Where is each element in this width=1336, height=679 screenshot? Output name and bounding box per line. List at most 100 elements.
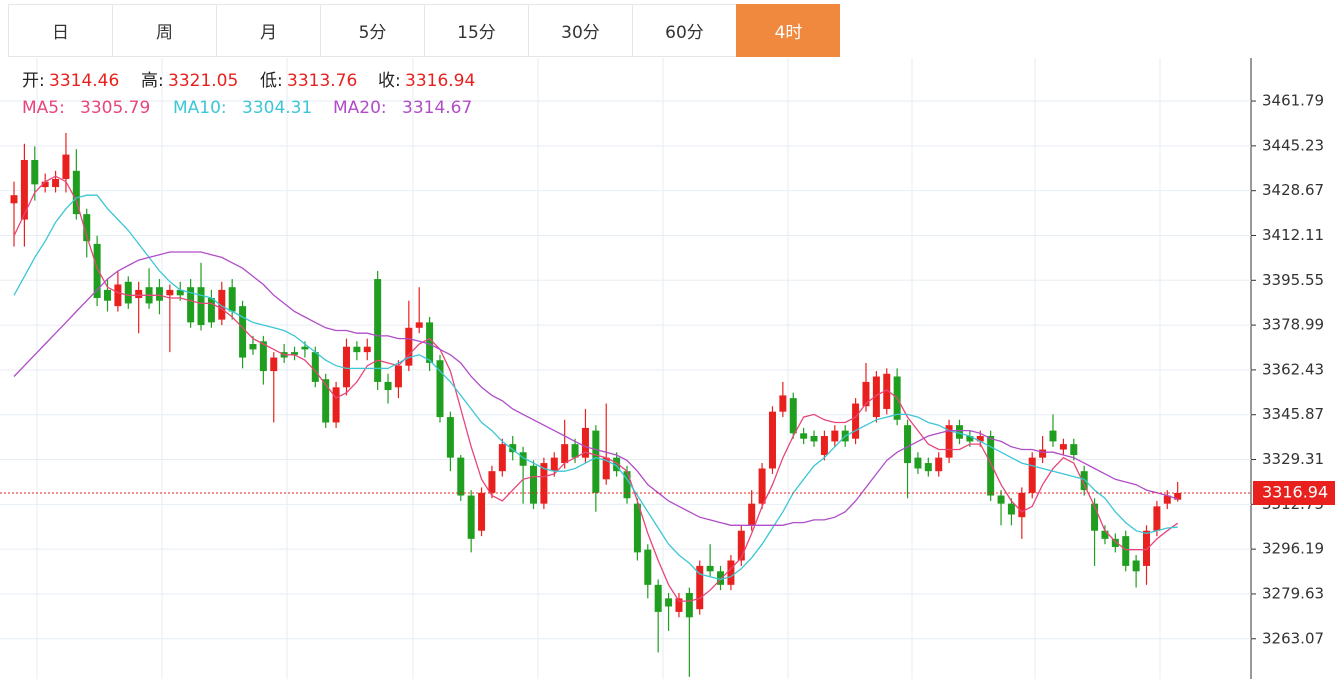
ohlc-label: 收: <box>378 71 401 91</box>
ma-line <box>13 194 1178 581</box>
candle-body <box>342 346 350 388</box>
y-tick-label: 3378.99 <box>1262 316 1324 334</box>
candle-body <box>706 565 714 572</box>
candle-body <box>613 457 621 472</box>
candle-body <box>1070 444 1078 455</box>
candle-body <box>207 298 215 323</box>
candle-body <box>758 468 766 504</box>
candle-body <box>696 565 704 610</box>
candle-body <box>789 398 797 434</box>
candle-body <box>218 289 226 320</box>
candle-body <box>924 463 932 472</box>
candle-body <box>1111 538 1119 547</box>
candle-body <box>1018 492 1026 518</box>
candle-body <box>955 425 963 439</box>
period-tab[interactable]: 周 <box>112 4 216 57</box>
candle-body <box>561 444 569 464</box>
y-tick-label: 3345.87 <box>1262 405 1324 423</box>
ohlc-label: 低: <box>260 71 283 91</box>
candle-body <box>311 352 319 382</box>
candle-body <box>592 430 600 493</box>
candle-body <box>1080 471 1088 491</box>
candle-body <box>478 492 486 531</box>
candle-body <box>436 360 444 418</box>
candle-body <box>187 287 195 323</box>
candle-body <box>104 289 112 301</box>
legend-value: 3305.79 <box>80 98 150 118</box>
candle-body <box>291 352 299 355</box>
candle-body <box>426 322 434 363</box>
candle-body <box>1007 503 1015 515</box>
legend-name: MA5: <box>22 98 65 118</box>
candle-body <box>633 503 641 553</box>
ohlc-value: 3314.46 <box>49 71 119 91</box>
candle-body <box>665 598 673 607</box>
candle-body <box>176 289 184 296</box>
candle-body <box>779 395 787 412</box>
candle-body <box>322 379 330 423</box>
candle-body <box>259 341 267 372</box>
candle-body <box>550 457 558 472</box>
period-tab[interactable]: 15分 <box>424 4 528 57</box>
candle-body <box>1028 457 1036 493</box>
candle-body <box>384 381 392 391</box>
ohlc-value: 3316.94 <box>405 71 475 91</box>
y-tick-label: 3263.07 <box>1262 629 1324 647</box>
candle-body <box>301 346 309 350</box>
candle-body <box>820 436 828 455</box>
candle-body <box>945 425 953 458</box>
candle-body <box>571 444 579 458</box>
ma-line <box>13 251 1178 526</box>
candle-body <box>270 357 278 372</box>
candle-body <box>530 465 537 504</box>
candle-body <box>52 178 60 188</box>
candle-body <box>675 598 683 612</box>
candle-body <box>114 284 122 307</box>
candle-body <box>394 365 402 388</box>
period-tab[interactable]: 日 <box>8 4 112 57</box>
candle-body <box>1122 536 1130 566</box>
candle-body <box>1163 495 1171 504</box>
period-tabs: 日周月 5分 15分 30分 60分 4时 <box>8 4 840 57</box>
period-tab[interactable]: 月 <box>216 4 320 57</box>
candle-body <box>498 444 506 472</box>
candle-body <box>581 427 589 458</box>
period-tab[interactable]: 4时 <box>736 4 840 57</box>
candle-body <box>1153 506 1161 531</box>
price-tag-label: 3316.94 <box>1262 482 1328 501</box>
candle-body <box>831 430 839 442</box>
candle-body <box>1039 449 1047 458</box>
candle-body <box>1091 503 1099 531</box>
candle-body <box>488 471 496 493</box>
candle-body <box>862 381 870 407</box>
ohlc-value: 3313.76 <box>287 71 357 91</box>
candle-body <box>239 306 247 358</box>
candle-body <box>540 463 548 504</box>
candle-body <box>997 495 1005 504</box>
candle-body <box>1059 444 1067 450</box>
candle-body <box>883 373 891 409</box>
y-tick-label: 3362.43 <box>1262 360 1324 378</box>
candle-body <box>31 160 39 185</box>
candle-body <box>644 549 652 585</box>
candle-body <box>914 457 922 469</box>
ohlc-value: 3321.05 <box>168 71 238 91</box>
period-tab[interactable]: 30分 <box>528 4 632 57</box>
candle-body <box>654 584 662 612</box>
candle-body <box>717 571 725 585</box>
period-tab[interactable]: 60分 <box>632 4 736 57</box>
candle-body <box>249 344 257 350</box>
candle-body <box>228 287 236 312</box>
candle-body <box>966 436 974 442</box>
legend-value: 3304.31 <box>242 98 312 118</box>
period-tab[interactable]: 5分 <box>320 4 424 57</box>
candle-body <box>415 322 423 328</box>
candle-body <box>685 592 693 618</box>
candle-body <box>727 560 735 585</box>
legend-name: MA10: <box>173 98 227 118</box>
candle-body <box>363 346 371 353</box>
candle-body <box>124 281 132 304</box>
y-tick-label: 3461.79 <box>1262 92 1324 110</box>
candle-body <box>1101 530 1109 539</box>
